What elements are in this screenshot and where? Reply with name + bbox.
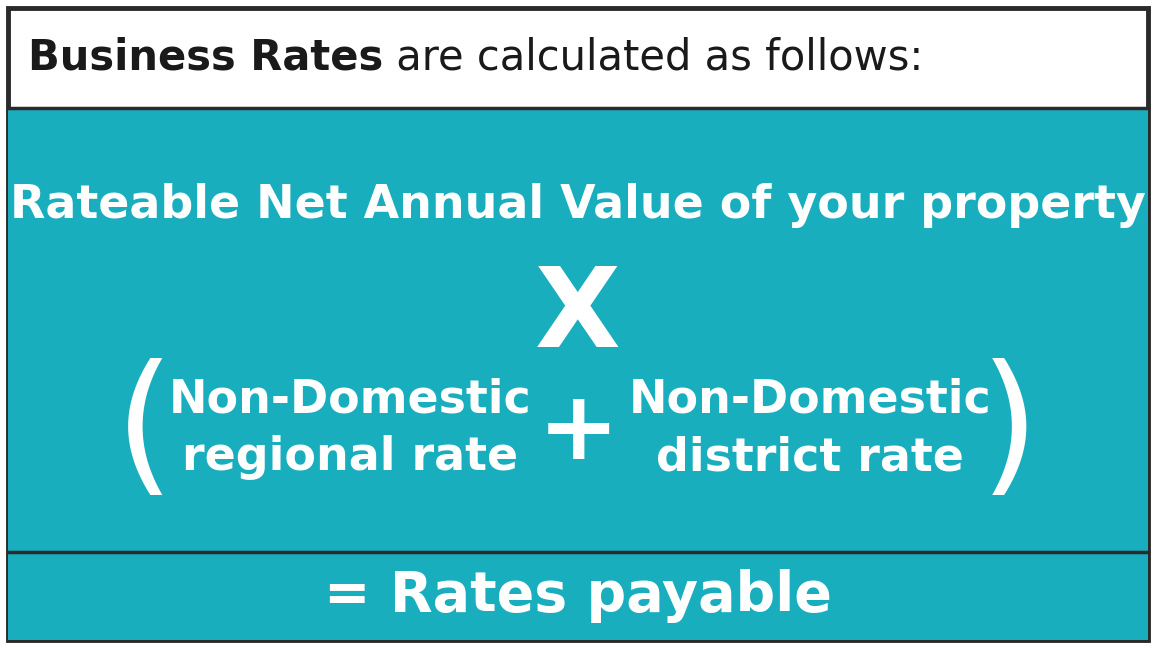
Bar — [8, 108, 1148, 552]
Text: Business Rates: Business Rates — [28, 37, 384, 79]
Text: ): ) — [980, 358, 1039, 507]
Text: = Rates payable: = Rates payable — [324, 569, 832, 623]
Text: +: + — [538, 386, 618, 479]
Text: (: ( — [116, 358, 175, 507]
Text: are calculated as follows:: are calculated as follows: — [384, 37, 924, 79]
Text: Non-Domestic: Non-Domestic — [169, 377, 532, 422]
Text: district rate: district rate — [657, 435, 964, 480]
Text: regional rate: regional rate — [181, 435, 518, 480]
Text: Rateable Net Annual Value of your property: Rateable Net Annual Value of your proper… — [10, 183, 1146, 228]
Text: X: X — [535, 263, 621, 370]
Text: Non-Domestic: Non-Domestic — [629, 377, 992, 422]
Bar — [8, 552, 1148, 640]
